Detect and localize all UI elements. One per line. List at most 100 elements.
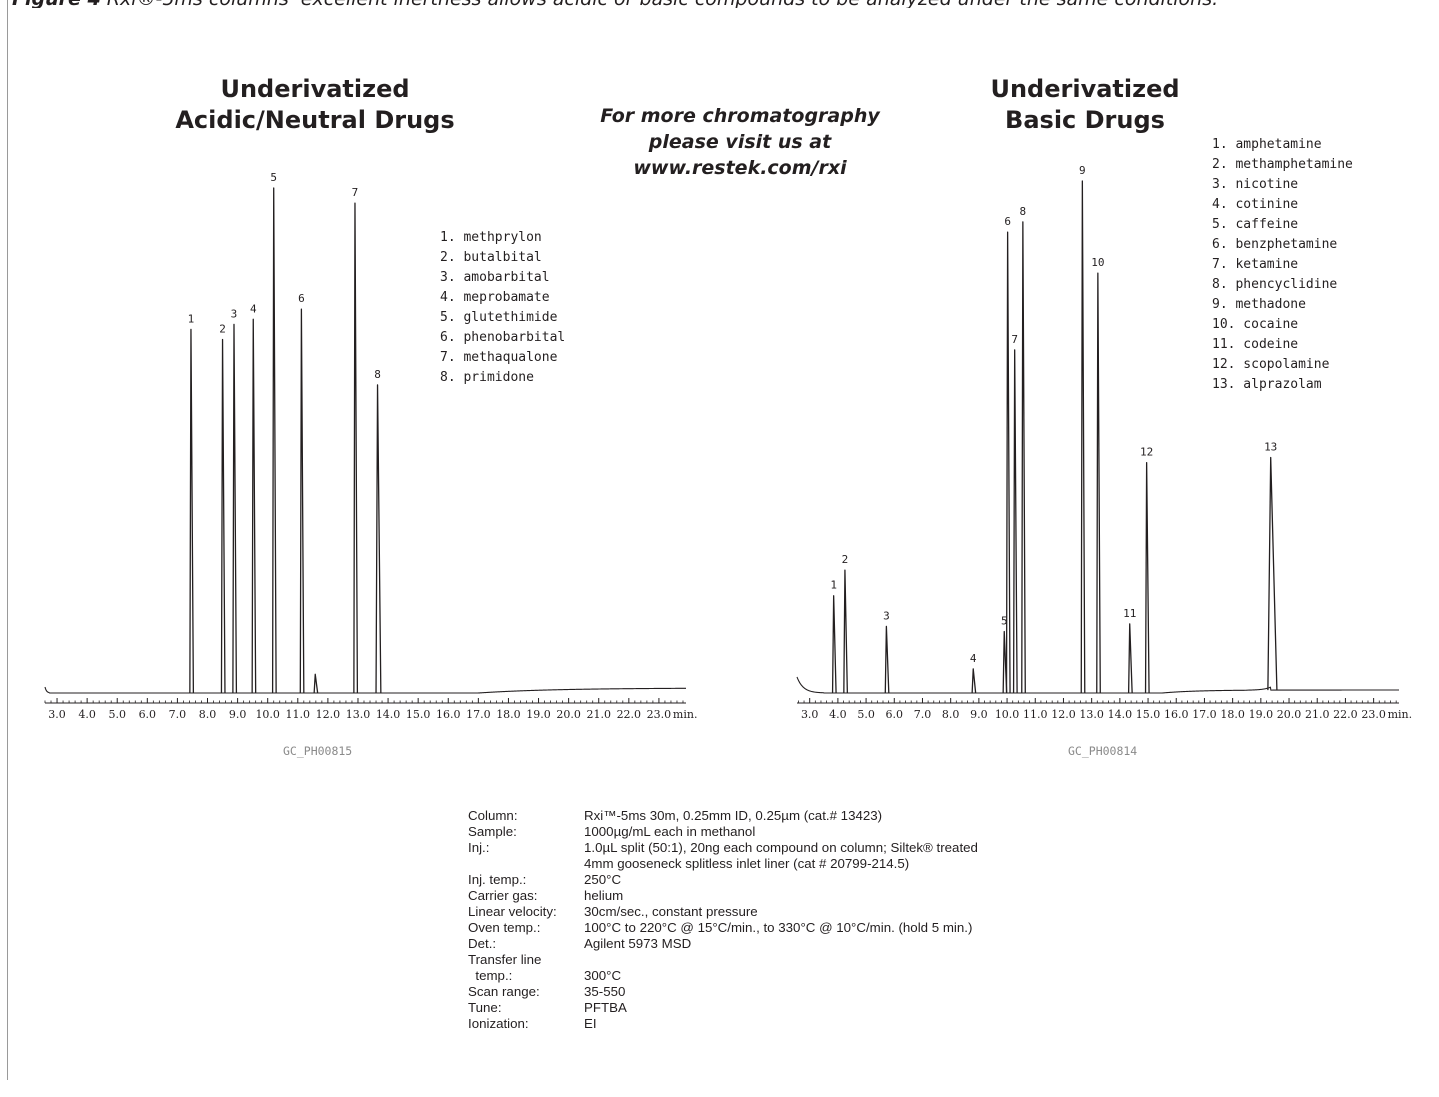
chart-title-line2: Basic Drugs: [1005, 106, 1165, 134]
x-tick-label: 15.0: [1136, 708, 1161, 721]
peak-label: 1: [188, 312, 195, 325]
chromatogram-acidic: 1 23 4 5 6 7 8 3.0 4.0 5.0 6.0 7.0 8.0 9.0 10.0 11.0 12.…: [44, 171, 697, 721]
chromatogram-baseline: [796, 676, 1399, 694]
condition-row: Linear velocity: 30cm/sec., constant pres…: [468, 904, 978, 920]
peak-1: [831, 595, 837, 694]
conditions-table: Column: Rxi™-5ms 30m, 0.25mm ID, 0.25µm (…: [468, 808, 978, 1032]
condition-value: 4mm gooseneck splitless inlet liner (cat…: [584, 856, 910, 871]
condition-key: Scan range:: [468, 984, 540, 999]
condition-key: Carrier gas:: [468, 888, 538, 903]
condition-value: Agilent 5973 MSD: [584, 936, 692, 951]
condition-row: Scan range: 35-550: [468, 984, 978, 1000]
peak-5: [271, 187, 277, 694]
condition-row: temp.: 300°C: [468, 968, 978, 984]
legend-item: 3. nicotine: [1212, 177, 1299, 192]
condition-key: Linear velocity:: [468, 904, 557, 919]
legend-item: 5. glutethimide: [440, 310, 558, 325]
x-tick-label: 9.0: [970, 708, 988, 721]
chart-title-basic: Underivatized Basic Drugs: [935, 74, 1235, 136]
x-tick-label: 7.0: [914, 708, 932, 721]
x-tick-label: 19.0: [1249, 708, 1274, 721]
condition-value: 100°C to 220°C @ 15°C/min., to 330°C @ 1…: [584, 920, 973, 935]
condition-value: 1.0µL split (50:1), 20ng each compound o…: [584, 840, 978, 855]
x-tick-label: 8.0: [942, 708, 960, 721]
x-tick-label: 12.0: [316, 708, 341, 721]
peak-minor: [313, 673, 319, 694]
peak-legend-acidic: 1. methprylon 2. butalbital 3. amobarbital…: [440, 228, 565, 388]
peak-7: [353, 202, 359, 694]
x-tick-label: 6.0: [886, 708, 904, 721]
x-tick-label: 13.0: [346, 708, 371, 721]
condition-key: Sample:: [468, 824, 517, 839]
peak-label: 5: [270, 171, 277, 184]
legend-item: 1. amphetamine: [1212, 137, 1322, 152]
x-tick-label: 15.0: [406, 708, 431, 721]
peak-label: 6: [1004, 215, 1011, 228]
condition-key: Transfer line: [468, 952, 542, 967]
x-tick-label: 18.0: [1220, 708, 1245, 721]
promo-url[interactable]: www.restek.com/rxi: [633, 157, 847, 179]
x-tick-label: 20.0: [1277, 708, 1302, 721]
x-tick-label: 16.0: [1164, 708, 1189, 721]
condition-key: Inj.:: [468, 840, 490, 855]
condition-key: Ionization:: [468, 1016, 529, 1031]
peak-2: [843, 569, 848, 694]
legend-item: 3. amobarbital: [440, 270, 550, 285]
x-tick-label: 17.0: [1192, 708, 1217, 721]
x-tick-label: 17.0: [466, 708, 491, 721]
peak-10: [1096, 272, 1101, 694]
peak-label: 12: [1140, 446, 1153, 459]
chart-code-acidic: GC_PH00815: [283, 744, 353, 758]
legend-item: 2. methamphetamine: [1212, 157, 1353, 172]
condition-row: 4mm gooseneck splitless inlet liner (cat…: [468, 856, 978, 872]
x-tick-label: 3.0: [48, 708, 66, 721]
condition-key: Det.:: [468, 936, 497, 951]
peak-2: [220, 338, 226, 694]
condition-value: EI: [584, 1016, 597, 1031]
condition-value: Rxi™-5ms 30m, 0.25mm ID, 0.25µm (cat.# 1…: [584, 808, 883, 823]
peak-label: 3: [883, 609, 890, 622]
x-tick-label: 10.0: [255, 708, 280, 721]
peak-1: [189, 328, 195, 694]
condition-row: Tune: PFTBA: [468, 1000, 978, 1016]
peak-3: [232, 323, 238, 694]
x-tick-label: 23.0: [1361, 708, 1386, 721]
peak-label: 1: [830, 579, 837, 592]
x-tick-label: 19.0: [526, 708, 551, 721]
peak-legend-basic: 1. amphetamine 2. methamphetamine 3. nicot…: [1212, 135, 1353, 395]
x-tick-label: 7.0: [169, 708, 187, 721]
peak-7: [1012, 349, 1018, 694]
condition-key: Tune:: [468, 1000, 502, 1015]
legend-item: 10. cocaine: [1212, 317, 1299, 332]
x-tick-label: 22.0: [1333, 708, 1358, 721]
peak-5: [1002, 630, 1008, 694]
condition-row: Transfer line: [468, 952, 978, 968]
x-tick-label: 6.0: [139, 708, 157, 721]
frame-line: [7, 0, 8, 1080]
condition-value: 250°C: [584, 872, 622, 887]
legend-item: 6. phenobarbital: [440, 330, 566, 345]
peak-label: 9: [1079, 164, 1086, 177]
peak-label: 2: [219, 323, 226, 336]
x-tick-label: 12.0: [1051, 708, 1076, 721]
condition-value: 300°C: [584, 968, 622, 983]
promo-text: For more chromatography please visit us …: [585, 103, 895, 181]
x-tick-label: 14.0: [1108, 708, 1133, 721]
peak-label: 6: [298, 292, 305, 305]
peak-11: [1127, 623, 1133, 694]
legend-item: 13. alprazolam: [1212, 377, 1322, 392]
legend-item: 12. scopolamine: [1212, 357, 1330, 372]
chart-code-basic: GC_PH00814: [1068, 744, 1138, 758]
legend-item: 7. methaqualone: [440, 350, 558, 365]
x-tick-label: 4.0: [829, 708, 847, 721]
chart-title-line1: Underivatized: [990, 75, 1180, 103]
peak-12: [1144, 461, 1150, 694]
x-tick-label: 10.0: [995, 708, 1020, 721]
x-axis-unit: min.: [1388, 708, 1413, 721]
figure-caption-text: Rxi®-5ms columns’ excellent inertness al…: [101, 0, 1218, 8]
chromatogram-baseline: [44, 686, 686, 694]
condition-key: [468, 856, 584, 872]
x-tick-label: 8.0: [199, 708, 217, 721]
x-tick-label: 16.0: [436, 708, 461, 721]
peak-label: 3: [231, 307, 238, 320]
